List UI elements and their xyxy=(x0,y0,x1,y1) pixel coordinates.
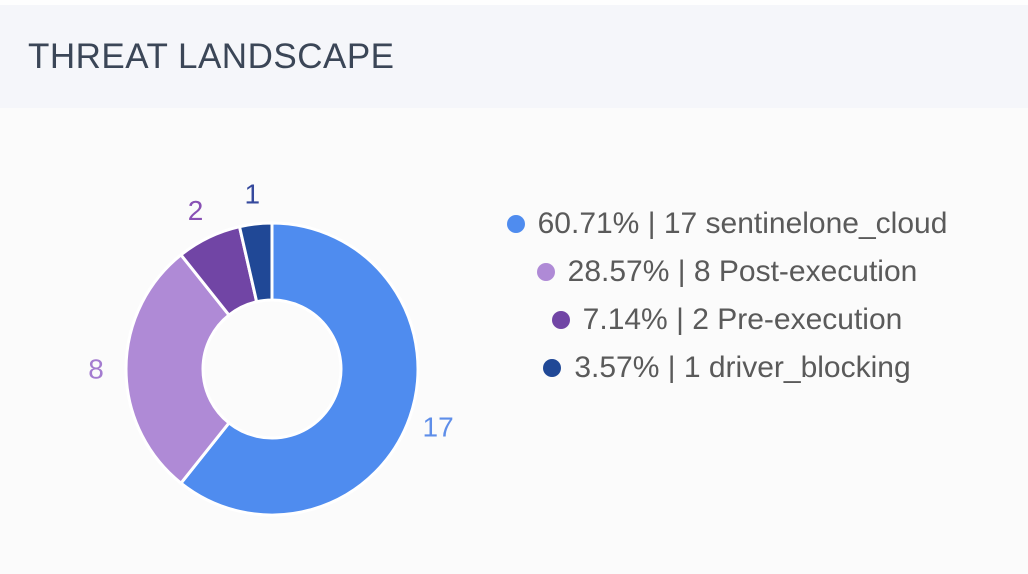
legend-dot-icon xyxy=(551,311,570,329)
widget-title: THREAT LANDSCAPE xyxy=(28,36,395,76)
top-strip xyxy=(0,0,1028,5)
legend-dot-icon xyxy=(536,263,555,281)
legend-item-sentinelone_cloud[interactable]: 60.71% | 17 sentinelone_cloud xyxy=(506,204,948,244)
chart-legend: 60.71% | 17 sentinelone_cloud 28.57% | 8 … xyxy=(430,204,1024,388)
slice-value-label-driver_blocking: 1 xyxy=(245,179,261,210)
legend-dot-icon xyxy=(543,359,562,377)
legend-dot-icon xyxy=(506,215,525,233)
legend-label: 60.71% | 17 sentinelone_cloud xyxy=(537,207,948,240)
widget-header: THREAT LANDSCAPE xyxy=(0,5,1028,108)
legend-item-Post-execution[interactable]: 28.57% | 8 Post-execution xyxy=(536,252,918,292)
legend-label: 3.57% | 1 driver_blocking xyxy=(574,351,911,384)
slice-value-label-Post-execution: 8 xyxy=(88,354,104,385)
legend-item-driver_blocking[interactable]: 3.57% | 1 driver_blocking xyxy=(543,348,911,388)
legend-label: 28.57% | 8 Post-execution xyxy=(567,255,918,288)
pie-slice-Post-execution[interactable] xyxy=(124,253,231,485)
slice-value-label-Pre-execution: 2 xyxy=(188,195,204,226)
slice-value-label-sentinelone_cloud: 17 xyxy=(423,412,454,443)
legend-label: 7.14% | 2 Pre-execution xyxy=(582,303,903,336)
pie-slice-driver_blocking[interactable] xyxy=(238,221,274,304)
pie-slice-sentinelone_cloud[interactable] xyxy=(179,221,420,517)
legend-item-Pre-execution[interactable]: 7.14% | 2 Pre-execution xyxy=(551,300,903,340)
